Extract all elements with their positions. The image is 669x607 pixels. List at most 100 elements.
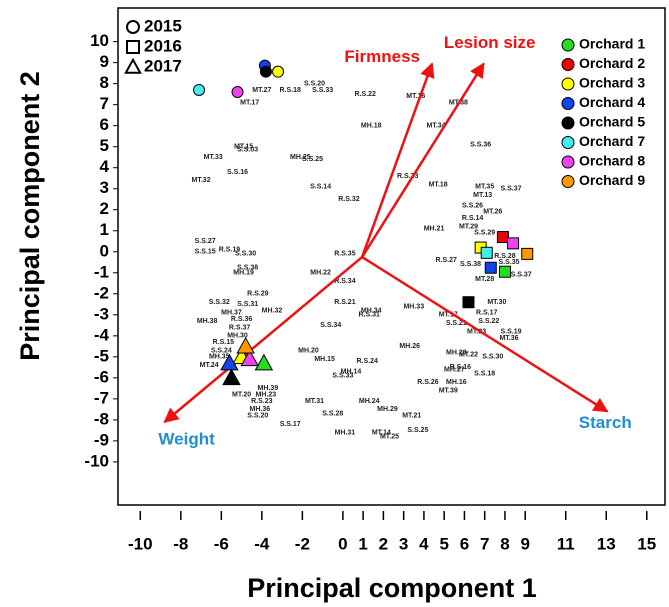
point-label: MH.38	[197, 318, 218, 325]
point-label: MT.13	[473, 192, 492, 199]
data-point	[220, 353, 239, 371]
data-point	[193, 83, 206, 96]
point-label: MH.25	[290, 154, 311, 161]
point-label: MT.31	[305, 398, 324, 405]
x-tick-label: 3	[399, 534, 408, 553]
point-label: S.S.33	[332, 373, 353, 380]
point-label: MT.21	[402, 413, 421, 420]
point-label: R.S.21	[334, 299, 356, 306]
y-tick-label: -10	[84, 451, 109, 470]
point-label: MH.22	[310, 270, 331, 277]
point-label: S.S.30	[482, 354, 503, 361]
point-label: MH.33	[403, 303, 424, 310]
point-label: MH.21	[424, 225, 445, 232]
point-label: S.S.20	[304, 80, 325, 87]
point-label: MT.17	[439, 312, 458, 319]
point-label: S.S.37	[511, 272, 532, 279]
point-label: R.S.37	[229, 324, 251, 331]
point-label: MT.20	[232, 392, 251, 399]
point-label: S.S.22	[478, 318, 499, 325]
point-label: MT.35	[475, 183, 494, 190]
legend-marker	[561, 155, 575, 169]
x-tick-label: 6	[460, 534, 469, 553]
point-label: MT.16	[406, 93, 425, 100]
point-label: MT.36	[499, 335, 518, 342]
point-label: MT.32	[192, 177, 211, 184]
x-tick-label: -10	[128, 534, 153, 553]
point-label: S.S.25	[302, 156, 323, 163]
point-label: S.S.28	[322, 410, 343, 417]
point-label: S.S.24	[211, 347, 232, 354]
y-tick-label: 2	[100, 199, 109, 218]
point-label: MH.27	[444, 366, 465, 373]
data-point	[222, 368, 241, 386]
data-point	[498, 265, 511, 278]
point-label: R.S.19	[219, 247, 241, 254]
data-point	[231, 86, 244, 99]
point-label: MT.14	[372, 429, 391, 436]
point-label: R.S.22	[354, 91, 376, 98]
point-label: MH.29	[377, 406, 398, 413]
data-point	[236, 336, 255, 354]
point-label: S.S.38	[460, 261, 481, 268]
legend-marker	[126, 40, 140, 54]
y-tick-label: 6	[100, 115, 109, 134]
point-label: S.S.38	[237, 264, 258, 271]
y-tick-label: 1	[100, 220, 109, 239]
data-point	[484, 261, 497, 274]
legend-label: 2017	[144, 56, 182, 75]
point-label: R.S.15	[213, 339, 235, 346]
plot-frame	[117, 7, 666, 506]
point-label: R.S.14	[462, 215, 484, 222]
point-label: MH.19	[233, 270, 254, 277]
x-tick-label: 9	[520, 534, 529, 553]
point-label: S.S.35	[498, 259, 519, 266]
point-label: MH.15	[314, 356, 335, 363]
y-tick-label: 5	[100, 136, 109, 155]
data-point	[521, 247, 534, 260]
point-label: R.S.32	[338, 196, 360, 203]
point-label: R.S.23	[251, 398, 273, 405]
loading-arrow	[361, 62, 485, 258]
x-tick-label: 0	[338, 534, 347, 553]
point-label: S.S.21	[446, 320, 467, 327]
point-label: MT.24	[200, 362, 219, 369]
legend-marker	[561, 58, 575, 71]
point-label: MH.31	[335, 429, 356, 436]
arrow-label: Weight	[158, 429, 215, 448]
legend-marker	[124, 57, 142, 74]
point-label: MT.25	[380, 434, 399, 441]
y-tick-label: -2	[94, 283, 109, 302]
point-label: R.S.34	[334, 278, 356, 285]
y-tick-label: -9	[94, 430, 109, 449]
point-label: R.S.24	[356, 358, 378, 365]
arrow-label: Starch	[579, 413, 632, 432]
point-label: MH.30	[227, 333, 248, 340]
x-tick-label: 15	[637, 534, 656, 553]
legend-label: Orchard 1	[579, 36, 645, 52]
point-label: R.S.28	[494, 253, 516, 260]
point-label: S.S.29	[474, 230, 495, 237]
legend-label: 2016	[144, 36, 182, 55]
data-point	[496, 231, 509, 244]
point-label: MT.23	[467, 328, 486, 335]
point-label: MH.36	[250, 406, 271, 413]
point-label: S.S.33	[312, 87, 333, 94]
y-tick-label: 10	[90, 31, 109, 50]
legend-marker	[561, 77, 575, 91]
point-label: S.S.37	[501, 186, 522, 193]
point-label: MH.37	[221, 310, 242, 317]
point-label: S.S.34	[320, 322, 341, 329]
y-tick-label: 9	[100, 52, 109, 71]
point-label: MH.35	[209, 354, 230, 361]
x-tick-label: -6	[214, 534, 229, 553]
point-label: S.S.03	[237, 147, 258, 154]
x-tick-label: 2	[379, 534, 388, 553]
point-label: MH.14	[341, 368, 362, 375]
point-label: MT.17	[240, 99, 259, 106]
x-tick-label: 8	[500, 534, 509, 553]
y-tick-label: -4	[94, 325, 110, 344]
x-tick-label: -4	[254, 534, 270, 553]
point-label: MT.15	[234, 144, 253, 151]
arrow-label: Lesion size	[444, 33, 536, 52]
